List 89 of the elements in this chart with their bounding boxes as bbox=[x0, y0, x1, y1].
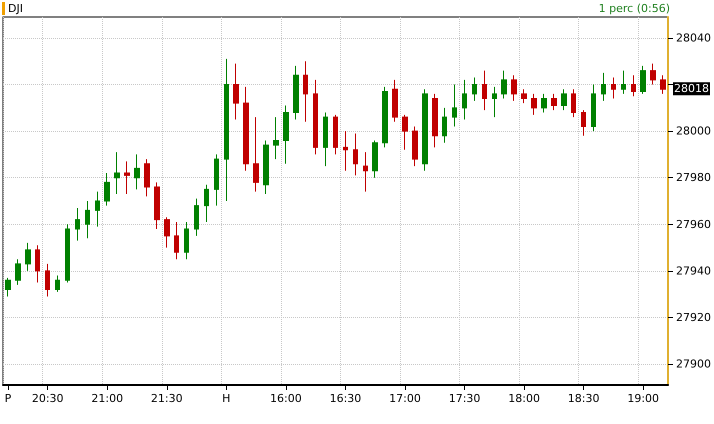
candlestick bbox=[531, 93, 537, 116]
candlestick bbox=[412, 126, 418, 167]
candlestick bbox=[501, 70, 507, 100]
candlestick bbox=[363, 152, 368, 192]
y-tick-label: 28000 bbox=[676, 124, 712, 138]
text: 1 perc (0:56) bbox=[598, 2, 670, 15]
candlestick bbox=[154, 182, 160, 230]
candlestick bbox=[660, 74, 666, 94]
x-tick-label: 21:30 bbox=[150, 392, 183, 405]
candlestick bbox=[263, 140, 269, 195]
x-tick-label: 19:00 bbox=[627, 392, 660, 405]
y-tick-label: 28040 bbox=[676, 31, 712, 44]
candlestick bbox=[323, 112, 328, 167]
candlestick bbox=[442, 107, 447, 144]
candlestick bbox=[541, 93, 547, 113]
candlestick bbox=[402, 114, 408, 150]
x-tick-label: P bbox=[4, 392, 12, 405]
candlestick bbox=[343, 130, 348, 172]
x-tick-label: H bbox=[222, 392, 230, 405]
candlestick bbox=[25, 242, 31, 272]
candlestick bbox=[144, 158, 150, 197]
candlestick bbox=[591, 84, 596, 132]
candlestick bbox=[55, 275, 60, 292]
candlestick bbox=[631, 74, 636, 97]
x-tick-label: 16:00 bbox=[270, 392, 302, 405]
candlestick bbox=[601, 72, 606, 102]
candlestick bbox=[174, 221, 179, 260]
candlestick bbox=[273, 116, 279, 160]
candlestick bbox=[462, 79, 467, 120]
candlestick bbox=[561, 88, 567, 111]
candlestick bbox=[521, 88, 527, 104]
candlestick bbox=[233, 63, 239, 120]
candlestick bbox=[571, 88, 576, 118]
candlestick bbox=[214, 154, 219, 206]
candlestick bbox=[85, 200, 90, 239]
candlestick bbox=[75, 207, 80, 242]
candlestick bbox=[15, 258, 21, 286]
candlestick bbox=[422, 88, 428, 172]
candlestick bbox=[194, 198, 199, 236]
x-tick-label: 18:30 bbox=[568, 392, 600, 405]
candlestick bbox=[45, 263, 50, 297]
y-tick-label: 27900 bbox=[676, 358, 712, 371]
candlestick bbox=[511, 74, 517, 102]
candlestick bbox=[5, 277, 11, 297]
candlestick bbox=[95, 191, 100, 228]
candlestick bbox=[114, 152, 120, 195]
candlestick bbox=[581, 110, 586, 136]
candlestick bbox=[392, 79, 398, 122]
candlestick bbox=[452, 84, 457, 127]
candlestick bbox=[303, 60, 308, 122]
x-tick-label: 17:30 bbox=[448, 392, 480, 405]
candlestick bbox=[283, 105, 289, 164]
candlestick bbox=[611, 77, 616, 100]
candlestick bbox=[313, 79, 318, 155]
candlestick bbox=[372, 140, 378, 178]
candlestick bbox=[184, 221, 189, 260]
candlestick bbox=[293, 65, 299, 120]
candlestick bbox=[492, 86, 497, 118]
candlestick bbox=[134, 154, 140, 190]
x-tick-label: 17:00 bbox=[389, 392, 421, 405]
candlestick bbox=[224, 58, 229, 202]
candlestick bbox=[353, 132, 358, 176]
text: 28018 bbox=[674, 82, 709, 96]
candlestick bbox=[164, 216, 170, 248]
candlestick bbox=[65, 224, 70, 284]
candlestick bbox=[333, 114, 338, 155]
candlestick bbox=[243, 86, 249, 172]
x-tick-label: 16:30 bbox=[330, 392, 362, 405]
candlestick bbox=[382, 86, 388, 148]
candlestick bbox=[35, 244, 40, 284]
y-tick-label: 27980 bbox=[676, 171, 712, 184]
candlestick bbox=[124, 160, 130, 195]
candlestick bbox=[432, 93, 438, 148]
candlestick bbox=[621, 70, 626, 94]
y-tick-label: 27940 bbox=[676, 264, 712, 278]
candlestick bbox=[650, 63, 656, 86]
candlestick bbox=[204, 184, 209, 222]
x-tick-label: 21:00 bbox=[91, 392, 124, 405]
x-tick-label: 20:30 bbox=[32, 392, 64, 405]
candlestick bbox=[640, 65, 646, 94]
y-tick-label: 27920 bbox=[676, 310, 712, 324]
candlestick bbox=[482, 70, 487, 111]
candlestick bbox=[104, 172, 110, 206]
chart-title: DJI bbox=[2, 2, 23, 15]
y-tick-label: 27960 bbox=[676, 218, 712, 231]
x-tick-label: 18:00 bbox=[508, 392, 540, 405]
candlestick bbox=[253, 116, 259, 192]
candlestick bbox=[472, 77, 477, 102]
candlestick bbox=[551, 93, 557, 111]
